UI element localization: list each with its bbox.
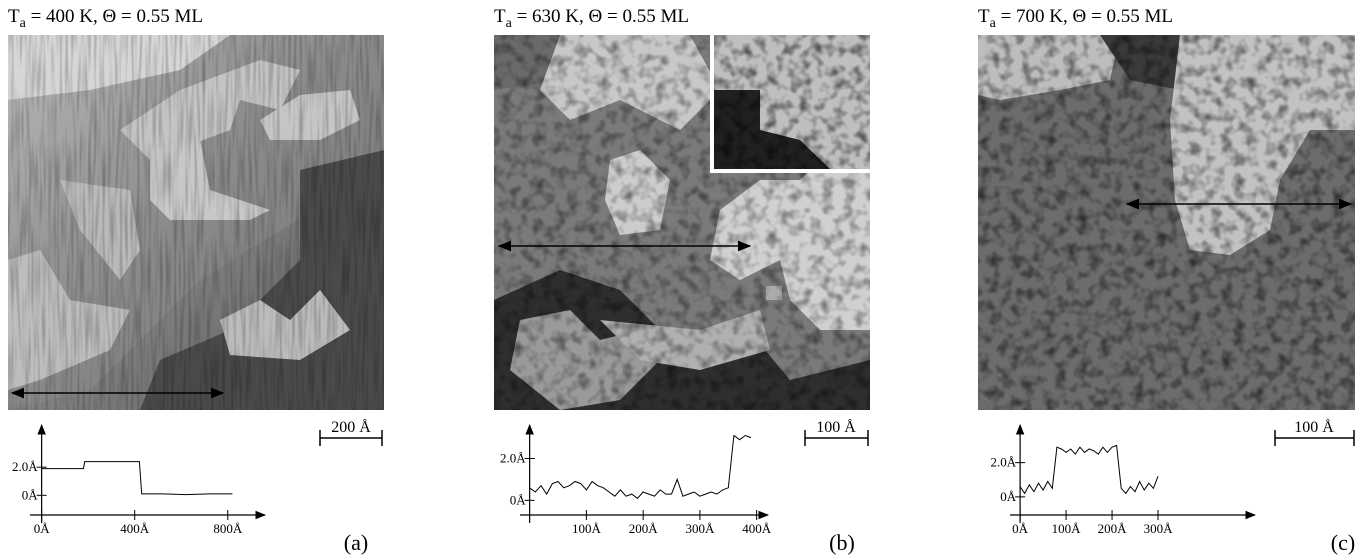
profile-line [42, 462, 233, 495]
y-tick-label: 2.0Å [500, 450, 526, 465]
scale-bar-label: 100 Å [1294, 418, 1334, 436]
panel-title: Ta = 630 K, Θ = 0.55 ML [494, 6, 689, 31]
y-tick-label: 0Å [22, 487, 39, 502]
x-tick-label: 100Å [572, 521, 602, 536]
panel-title: Ta = 400 K, Θ = 0.55 ML [8, 6, 203, 31]
x-tick-label: 100Å [1052, 521, 1082, 536]
y-tick-label: 0Å [1000, 489, 1017, 504]
profile-line [530, 436, 751, 499]
x-tick-label: 200Å [629, 521, 659, 536]
x-tick-label: 300Å [1144, 521, 1174, 536]
x-tick-label: 400Å [742, 521, 772, 536]
x-tick-label: 0Å [1012, 521, 1029, 536]
stm-image [978, 35, 1355, 410]
x-tick-label: 0Å [34, 521, 51, 536]
stm-image [494, 35, 870, 410]
panel-label: (a) [344, 530, 368, 555]
y-tick-label: 2.0Å [12, 459, 38, 474]
profile-line [1020, 446, 1158, 494]
y-tick-label: 2.0Å [990, 455, 1016, 470]
x-tick-label: 400Å [120, 521, 150, 536]
figure: Ta = 400 K, Θ = 0.55 ML 200 Å (a) Ta = 6… [0, 0, 1362, 555]
scale-bar-label: 200 Å [331, 418, 371, 436]
scale-bar-label: 100 Å [816, 418, 856, 436]
y-tick-label: 0Å [510, 492, 527, 507]
x-tick-label: 200Å [1098, 521, 1128, 536]
panel-title: Ta = 700 K, Θ = 0.55 ML [978, 6, 1173, 31]
figure-svg: Ta = 400 K, Θ = 0.55 ML 200 Å (a) Ta = 6… [0, 0, 1362, 555]
x-tick-label: 800Å [213, 521, 243, 536]
panel-label: (c) [1331, 530, 1355, 555]
panel-label: (b) [829, 530, 855, 555]
stm-image [8, 35, 384, 410]
x-tick-label: 300Å [685, 521, 715, 536]
